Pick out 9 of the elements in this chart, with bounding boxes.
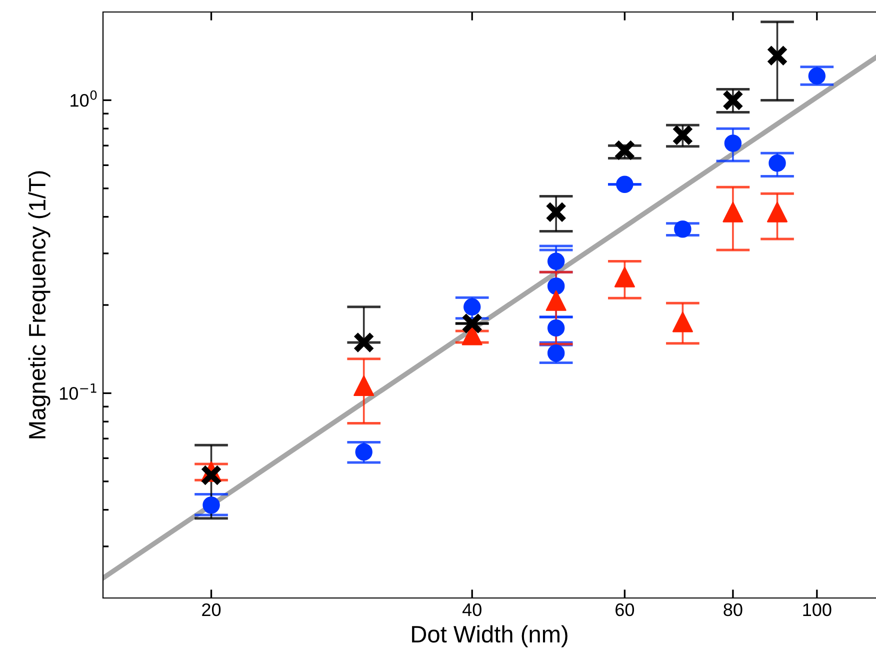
- x-tick-label: 100: [803, 603, 832, 616]
- x-tick-label: 40: [462, 603, 482, 616]
- x-tick-label: 60: [616, 603, 634, 616]
- y-tick-label: 10$^{0}$: [70, 90, 97, 107]
- x-axis-title: Dot Width (nm): [412, 625, 568, 648]
- y-axis-title: Magnetic Frequency (1/T): [28, 171, 50, 438]
- y-tick-label: 10$^{−1}$: [60, 383, 96, 400]
- x-tick-label: 80: [724, 603, 742, 616]
- x-tick-label: 20: [202, 603, 221, 616]
